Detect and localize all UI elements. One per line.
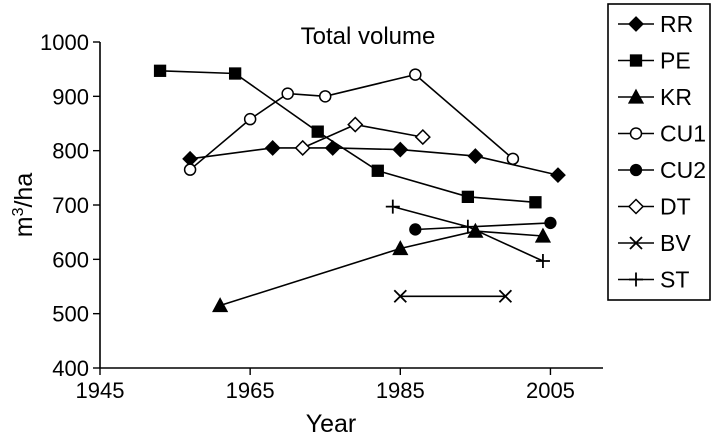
data-point-cu1 <box>318 90 332 103</box>
y-tick-label: 900 <box>52 84 89 109</box>
y-tick-label: 400 <box>52 356 89 381</box>
legend-item-kr: KR <box>618 84 692 110</box>
data-point-rr <box>324 140 341 156</box>
data-point-st <box>385 199 400 214</box>
legend-marker-cu2 <box>629 163 643 177</box>
legend-marker-pe <box>629 54 643 67</box>
data-point-st <box>535 253 550 268</box>
legend-item-st: ST <box>618 267 689 293</box>
legend-label-rr: RR <box>660 11 693 37</box>
series-cu2 <box>409 216 557 236</box>
series-rr <box>182 140 566 184</box>
legend-item-bv: BV <box>618 230 691 256</box>
series-pe <box>153 64 542 209</box>
legend-label-bv: BV <box>660 230 691 256</box>
data-point-rr <box>550 167 566 184</box>
legend: RR PE KR CU1 CU2 DT BV ST <box>618 11 706 293</box>
data-point-cu2 <box>409 223 422 236</box>
legend-box <box>607 3 711 301</box>
data-point-bv <box>393 289 407 303</box>
legend-item-pe: PE <box>618 48 691 74</box>
series-bv <box>393 289 513 303</box>
data-point-pe <box>461 190 475 204</box>
x-tick-label: 1945 <box>76 378 125 403</box>
data-point-rr <box>264 140 281 156</box>
legend-label-st: ST <box>660 267 689 293</box>
y-axis-ticks: 400 500 600 700 800 900 1000 <box>40 30 100 381</box>
y-tick-label: 600 <box>52 247 89 272</box>
y-tick-label: 500 <box>52 302 89 327</box>
data-point-pe <box>311 125 324 138</box>
data-point-cu2 <box>544 216 557 230</box>
series-cu1 <box>183 68 520 176</box>
y-axis-label: m3/ha <box>10 173 38 238</box>
legend-marker-dt <box>627 198 645 215</box>
data-point-dt <box>414 129 431 146</box>
y-tick-label: 800 <box>52 139 89 164</box>
data-point-cu1 <box>183 163 197 176</box>
series-line-rr <box>189 147 559 176</box>
x-tick-label: 1985 <box>376 378 425 403</box>
series-st <box>385 199 550 268</box>
legend-label-pe: PE <box>660 48 691 74</box>
data-point-rr <box>467 148 484 165</box>
legend-item-dt: DT <box>618 194 691 220</box>
x-axis-ticks: 1945 1965 1985 2005 <box>76 368 575 403</box>
legend-marker-rr <box>628 16 644 32</box>
series-line-kr <box>219 230 543 307</box>
data-point-cu1 <box>281 87 294 100</box>
series-line-cu1 <box>189 73 514 171</box>
data-point-dt <box>347 116 364 133</box>
legend-label-kr: KR <box>660 84 692 110</box>
legend-marker-st <box>629 272 643 287</box>
x-axis-label: Year <box>306 410 357 438</box>
legend-label-dt: DT <box>660 194 691 220</box>
series-line-pe <box>160 70 536 204</box>
data-point-kr <box>534 227 552 243</box>
data-point-pe <box>371 164 384 177</box>
legend-item-cu1: CU1 <box>618 121 706 147</box>
x-tick-label: 1965 <box>226 378 275 403</box>
data-point-dt <box>294 139 311 157</box>
y-tick-label: 1000 <box>40 30 89 55</box>
data-point-rr <box>392 141 409 158</box>
data-point-kr <box>212 297 229 313</box>
data-point-kr <box>392 240 409 256</box>
data-point-st <box>460 219 475 234</box>
data-point-cu1 <box>243 112 257 126</box>
legend-item-rr: RR <box>618 11 693 37</box>
legend-marker-bv <box>629 236 643 250</box>
data-point-cu1 <box>409 68 422 81</box>
data-point-bv <box>498 289 513 303</box>
legend-label-cu1: CU1 <box>660 121 706 147</box>
data-point-cu1 <box>506 152 520 166</box>
legend-label-cu2: CU2 <box>660 157 706 183</box>
y-tick-label: 700 <box>52 193 89 218</box>
series-line-cu2 <box>415 222 551 231</box>
data-point-pe <box>529 196 542 209</box>
legend-marker-kr <box>627 88 645 104</box>
data-point-pe <box>153 64 167 77</box>
legend-item-cu2: CU2 <box>618 157 706 183</box>
series-dt <box>294 116 431 157</box>
series-kr <box>212 222 552 313</box>
x-tick-label: 2005 <box>526 378 575 403</box>
series-layer <box>153 64 566 313</box>
chart-title: Total volume <box>301 23 436 50</box>
legend-marker-cu1 <box>629 127 643 140</box>
data-point-pe <box>228 67 242 80</box>
